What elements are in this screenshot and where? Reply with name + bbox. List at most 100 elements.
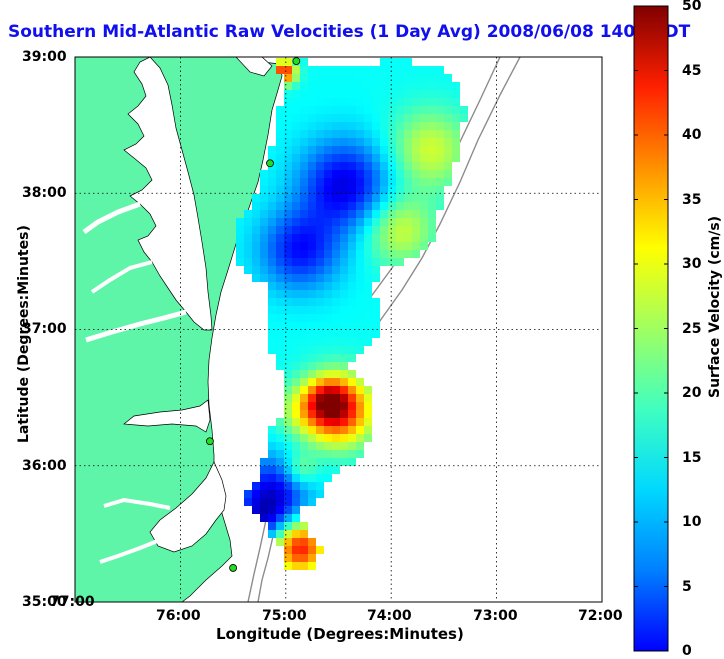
velocity-cell bbox=[364, 306, 372, 314]
velocity-cell bbox=[436, 138, 444, 146]
velocity-cell bbox=[340, 250, 348, 258]
velocity-cell bbox=[268, 210, 276, 218]
velocity-cell bbox=[332, 138, 340, 146]
velocity-cell bbox=[348, 106, 356, 114]
velocity-cell bbox=[308, 362, 316, 370]
velocity-cell bbox=[300, 186, 308, 194]
velocity-cell bbox=[388, 130, 396, 138]
velocity-cell bbox=[444, 90, 452, 98]
velocity-cell bbox=[244, 234, 252, 242]
velocity-cell bbox=[332, 98, 340, 106]
velocity-cell bbox=[324, 266, 332, 274]
velocity-cell bbox=[412, 170, 420, 178]
velocity-cell bbox=[284, 194, 292, 202]
velocity-cell bbox=[412, 162, 420, 170]
velocity-cell bbox=[300, 530, 308, 538]
velocity-cell bbox=[412, 74, 420, 82]
velocity-cell bbox=[268, 466, 276, 474]
rappahannock-river bbox=[90, 260, 153, 294]
velocity-cell bbox=[308, 130, 316, 138]
velocity-cell bbox=[452, 154, 460, 162]
velocity-cell bbox=[324, 434, 332, 442]
pamlico-river bbox=[103, 497, 171, 510]
velocity-cell bbox=[292, 498, 300, 506]
velocity-cell bbox=[292, 386, 300, 394]
velocity-cell bbox=[324, 178, 332, 186]
velocity-cell bbox=[268, 226, 276, 234]
velocity-cell bbox=[324, 474, 332, 482]
velocity-cell bbox=[372, 146, 380, 154]
velocity-cell bbox=[356, 66, 364, 74]
velocity-cell bbox=[316, 290, 324, 298]
velocity-cell bbox=[364, 146, 372, 154]
velocity-cell bbox=[292, 114, 300, 122]
colorbar bbox=[633, 5, 669, 652]
velocity-cell bbox=[436, 186, 444, 194]
velocity-cell bbox=[292, 538, 300, 546]
y-tick-label: 37:00 bbox=[22, 321, 67, 337]
velocity-cell bbox=[372, 66, 380, 74]
velocity-cell bbox=[420, 122, 428, 130]
velocity-cell bbox=[308, 394, 316, 402]
velocity-cell bbox=[372, 218, 380, 226]
velocity-cell bbox=[292, 362, 300, 370]
velocity-cell bbox=[268, 442, 276, 450]
colorbar-tick-label: 15 bbox=[682, 450, 702, 466]
velocity-cell bbox=[364, 186, 372, 194]
velocity-cell bbox=[444, 82, 452, 90]
velocity-cell bbox=[284, 354, 292, 362]
velocity-cell bbox=[292, 354, 300, 362]
velocity-cell bbox=[348, 298, 356, 306]
velocity-cell bbox=[276, 250, 284, 258]
velocity-cell bbox=[332, 146, 340, 154]
velocity-cell bbox=[324, 90, 332, 98]
velocity-cell bbox=[332, 362, 340, 370]
velocity-cell bbox=[348, 338, 356, 346]
velocity-cell bbox=[300, 426, 308, 434]
velocity-cell bbox=[316, 186, 324, 194]
velocity-cell bbox=[332, 266, 340, 274]
velocity-cell bbox=[316, 546, 324, 554]
velocity-cell bbox=[348, 154, 356, 162]
velocity-cell bbox=[340, 162, 348, 170]
velocity-cell bbox=[260, 498, 268, 506]
velocity-cell bbox=[444, 106, 452, 114]
velocity-cell bbox=[292, 186, 300, 194]
velocity-cell bbox=[388, 178, 396, 186]
neuse-river bbox=[99, 538, 161, 564]
velocity-cell bbox=[292, 66, 300, 74]
velocity-cell bbox=[284, 258, 292, 266]
velocity-cell bbox=[444, 138, 452, 146]
velocity-cell bbox=[268, 282, 276, 290]
velocity-cell bbox=[308, 474, 316, 482]
velocity-cell bbox=[380, 242, 388, 250]
velocity-cell bbox=[364, 394, 372, 402]
velocity-cell bbox=[348, 194, 356, 202]
velocity-cell bbox=[396, 130, 404, 138]
velocity-cell bbox=[316, 130, 324, 138]
colorbar-tick-label: 25 bbox=[682, 321, 702, 337]
velocity-cell bbox=[324, 402, 332, 410]
velocity-cell bbox=[332, 194, 340, 202]
velocity-cell bbox=[324, 450, 332, 458]
velocity-cell bbox=[316, 394, 324, 402]
velocity-cell bbox=[308, 418, 316, 426]
velocity-cell bbox=[236, 234, 244, 242]
velocity-cell bbox=[364, 298, 372, 306]
velocity-cell bbox=[236, 250, 244, 258]
velocity-cell bbox=[284, 386, 292, 394]
velocity-cell bbox=[452, 90, 460, 98]
velocity-cell bbox=[364, 218, 372, 226]
velocity-cell bbox=[324, 114, 332, 122]
velocity-cell bbox=[420, 130, 428, 138]
velocity-cell bbox=[444, 114, 452, 122]
velocity-cell bbox=[348, 114, 356, 122]
velocity-cell bbox=[364, 282, 372, 290]
velocity-cell bbox=[452, 138, 460, 146]
velocity-cell bbox=[428, 66, 436, 74]
velocity-cell bbox=[324, 282, 332, 290]
velocity-cell bbox=[324, 290, 332, 298]
velocity-cell bbox=[444, 74, 452, 82]
velocity-cell bbox=[324, 218, 332, 226]
velocity-cell bbox=[252, 234, 260, 242]
